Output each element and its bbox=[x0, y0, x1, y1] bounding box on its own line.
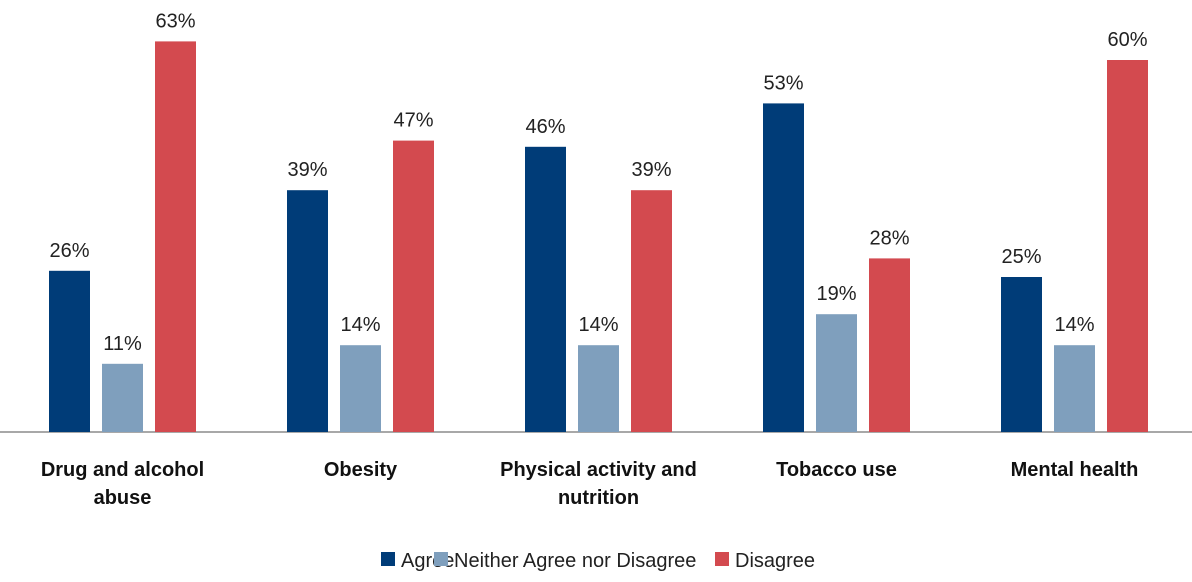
bar-agree-1 bbox=[287, 190, 328, 432]
data-label: 19% bbox=[816, 283, 856, 305]
data-label: 39% bbox=[631, 159, 671, 181]
bar-disagree-2 bbox=[631, 190, 672, 432]
bar-neither-agree-nor-disagree-0 bbox=[102, 363, 143, 432]
data-label: 26% bbox=[49, 240, 89, 262]
data-label: 28% bbox=[869, 227, 909, 249]
legend-swatch-neither-agree-nor-disagree bbox=[434, 552, 448, 566]
bar-disagree-4 bbox=[1107, 60, 1148, 432]
bar-agree-4 bbox=[1001, 277, 1042, 432]
bar-disagree-0 bbox=[155, 41, 196, 433]
bar-agree-3 bbox=[763, 103, 804, 433]
data-label: 25% bbox=[1001, 246, 1041, 268]
category-label: Obesity bbox=[324, 459, 398, 481]
bar-disagree-1 bbox=[393, 140, 434, 432]
category-label: Mental health bbox=[1011, 459, 1139, 481]
data-label: 14% bbox=[340, 314, 380, 336]
data-label: 46% bbox=[525, 116, 565, 138]
category-label: Tobacco use bbox=[776, 459, 897, 481]
data-label: 47% bbox=[393, 110, 433, 132]
bar-disagree-3 bbox=[869, 258, 910, 432]
category-label: Drug and alcohol abuse bbox=[41, 459, 204, 509]
data-label: 11% bbox=[103, 333, 142, 355]
data-label: 63% bbox=[155, 10, 195, 32]
legend-swatch-disagree bbox=[715, 552, 729, 566]
data-label: 39% bbox=[287, 159, 327, 181]
data-label: 14% bbox=[1054, 314, 1094, 336]
data-label: 53% bbox=[763, 72, 803, 94]
data-label: 14% bbox=[578, 314, 618, 336]
bar-agree-2 bbox=[525, 146, 566, 433]
bar-neither-agree-nor-disagree-2 bbox=[578, 345, 619, 432]
legend-label: Neither Agree nor Disagree bbox=[454, 550, 696, 572]
bar-neither-agree-nor-disagree-3 bbox=[816, 314, 857, 432]
category-label: Physical activity and nutrition bbox=[500, 459, 697, 509]
bar-agree-0 bbox=[49, 270, 90, 432]
legend-label: Disagree bbox=[735, 550, 815, 572]
bar-neither-agree-nor-disagree-4 bbox=[1054, 345, 1095, 432]
legend-swatch-agree bbox=[381, 552, 395, 566]
data-label: 60% bbox=[1107, 29, 1147, 51]
bar-neither-agree-nor-disagree-1 bbox=[340, 345, 381, 432]
